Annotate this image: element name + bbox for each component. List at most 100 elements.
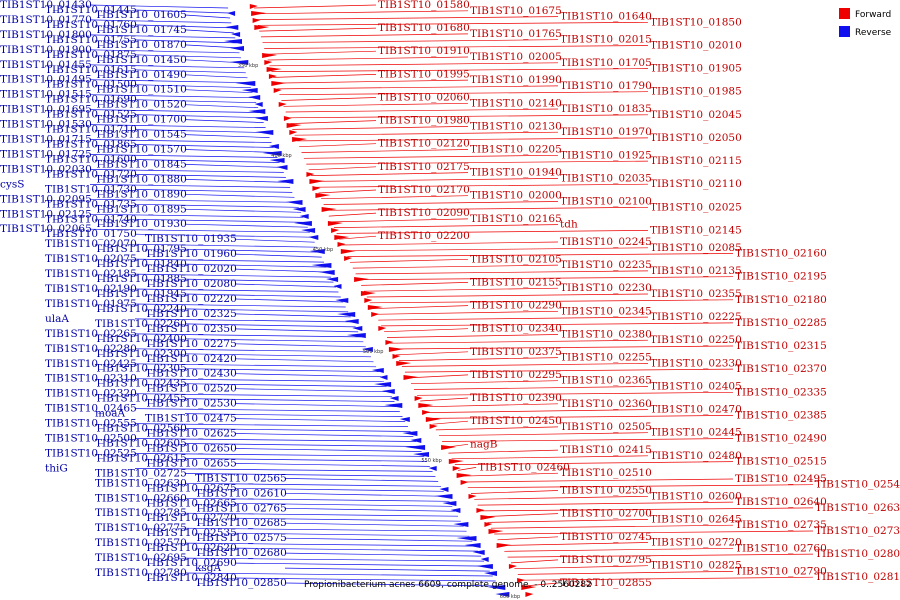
forward-gene-label[interactable]: TIB1ST10_02225 [650, 311, 742, 323]
reverse-gene-label[interactable]: TIB1ST10_02575 [195, 532, 287, 544]
reverse-gene-label[interactable]: moaA [95, 408, 126, 420]
forward-gene-label[interactable]: TIB1ST10_02445 [650, 427, 742, 439]
forward-gene-label[interactable]: TIB1ST10_01675 [470, 5, 562, 17]
reverse-gene-label[interactable]: TIB1ST10_02300 [95, 348, 187, 360]
reverse-gene-label[interactable]: TIB1ST10_02220 [145, 293, 237, 305]
reverse-gene-label[interactable]: TIB1ST10_02665 [145, 497, 237, 509]
forward-gene-label[interactable]: TIB1ST10_02855 [560, 577, 652, 589]
forward-gene-label[interactable]: TIB1ST10_02160 [735, 248, 827, 260]
forward-gene-label[interactable]: TIB1ST10_01970 [560, 126, 652, 138]
reverse-gene-label[interactable]: TIB1ST10_02535 [145, 527, 237, 539]
reverse-gene-label[interactable]: TIB1ST10_01770 [0, 14, 92, 26]
reverse-gene-label[interactable]: TIB1ST10_01875 [45, 49, 137, 61]
reverse-gene-label[interactable]: TIB1ST10_02420 [145, 353, 237, 365]
reverse-gene-label[interactable]: TIB1ST10_01795 [95, 243, 187, 255]
forward-gene-label[interactable]: TIB1ST10_02175 [378, 161, 470, 173]
reverse-gene-label[interactable]: TIB1ST10_01700 [95, 114, 187, 126]
reverse-gene-label[interactable]: TIB1ST10_01735 [45, 198, 137, 210]
forward-gene-label[interactable]: TIB1ST10_02250 [650, 334, 742, 346]
forward-gene-label[interactable]: TIB1ST10_01990 [470, 74, 562, 86]
forward-gene-label[interactable]: TIB1ST10_02355 [650, 288, 742, 300]
forward-gene-label[interactable]: TIB1ST10_01640 [560, 11, 652, 23]
forward-gene-label[interactable]: TIB1ST10_02490 [735, 433, 827, 445]
forward-gene-label[interactable]: TIB1ST10_02290 [470, 300, 562, 312]
forward-gene-label[interactable]: TIB1ST10_02140 [470, 97, 562, 109]
forward-gene-label[interactable]: TIB1ST10_02155 [470, 276, 562, 288]
reverse-gene-label[interactable]: TIB1ST10_02650 [145, 443, 237, 455]
reverse-gene-label[interactable]: ulaA [45, 313, 69, 325]
reverse-gene-label[interactable]: TIB1ST10_01615 [45, 64, 137, 76]
reverse-gene-label[interactable]: TIB1ST10_01445 [45, 4, 137, 16]
forward-gene-label[interactable]: TIB1ST10_01850 [650, 16, 742, 28]
forward-gene-label[interactable]: TIB1ST10_02315 [735, 340, 827, 352]
reverse-gene-label[interactable]: TIB1ST10_01960 [145, 248, 237, 260]
forward-gene-label[interactable]: TIB1ST10_02600 [650, 490, 742, 502]
reverse-gene-label[interactable]: TIB1ST10_02125 [0, 208, 92, 220]
forward-gene-label[interactable]: TIB1ST10_02085 [650, 242, 742, 254]
reverse-gene-label[interactable]: TIB1ST10_01755 [45, 34, 137, 46]
forward-gene-label[interactable]: TIB1ST10_02640 [735, 496, 827, 508]
reverse-gene-label[interactable]: TIB1ST10_01490 [95, 69, 187, 81]
forward-gene-label[interactable]: TIB1ST10_02200 [378, 230, 470, 242]
forward-gene-label[interactable]: TIB1ST10_02000 [470, 190, 562, 202]
forward-gene-label[interactable]: TIB1ST10_02335 [735, 386, 827, 398]
forward-gene-label[interactable]: TIB1ST10_02370 [735, 363, 827, 375]
reverse-gene-label[interactable]: TIB1ST10_01895 [95, 203, 187, 215]
forward-gene-label[interactable]: TIB1ST10_02545 [815, 479, 900, 491]
forward-gene-label[interactable]: TIB1ST10_02045 [650, 109, 742, 121]
reverse-gene-label[interactable]: TIB1ST10_01870 [95, 39, 187, 51]
forward-gene-label[interactable]: TIB1ST10_01995 [378, 68, 470, 80]
reverse-gene-label[interactable]: TIB1ST10_02310 [45, 373, 137, 385]
reverse-gene-label[interactable]: TIB1ST10_02690 [145, 557, 237, 569]
reverse-gene-label[interactable]: TIB1ST10_01720 [45, 168, 137, 180]
forward-gene-label[interactable]: nagB [470, 438, 498, 450]
reverse-gene-label[interactable]: TIB1ST10_02095 [0, 193, 92, 205]
reverse-gene-label[interactable]: TIB1ST10_02275 [145, 338, 237, 350]
reverse-gene-label[interactable]: thiG [45, 462, 68, 474]
forward-gene-label[interactable]: TIB1ST10_02060 [378, 92, 470, 104]
reverse-gene-label[interactable]: TIB1ST10_02500 [45, 433, 137, 445]
reverse-gene-label[interactable]: TIB1ST10_01525 [45, 109, 137, 121]
forward-gene-label[interactable]: TIB1ST10_02025 [650, 201, 742, 213]
reverse-gene-label[interactable]: TIB1ST10_01840 [95, 258, 187, 270]
reverse-gene-label[interactable]: TIB1ST10_02675 [145, 482, 237, 494]
reverse-gene-label[interactable]: TIB1ST10_01845 [95, 158, 187, 170]
forward-gene-label[interactable]: TIB1ST10_01835 [560, 103, 652, 115]
reverse-gene-label[interactable]: TIB1ST10_01455 [0, 59, 92, 71]
reverse-gene-label[interactable]: TIB1ST10_02565 [195, 472, 287, 484]
forward-gene-label[interactable]: TIB1ST10_01905 [650, 63, 742, 75]
forward-gene-label[interactable]: TIB1ST10_01940 [470, 167, 562, 179]
forward-gene-label[interactable]: TIB1ST10_02145 [650, 224, 742, 236]
reverse-gene-label[interactable]: TIB1ST10_02070 [45, 238, 137, 250]
reverse-gene-label[interactable]: TIB1ST10_02265 [45, 328, 137, 340]
reverse-gene-label[interactable]: TIB1ST10_02770 [145, 512, 237, 524]
forward-gene-label[interactable]: TIB1ST10_02015 [560, 34, 652, 46]
reverse-gene-label[interactable]: TIB1ST10_01945 [95, 288, 187, 300]
forward-gene-label[interactable]: TIB1ST10_01985 [650, 86, 742, 98]
reverse-gene-label[interactable]: TIB1ST10_01695 [0, 104, 92, 116]
forward-gene-label[interactable]: TIB1ST10_02115 [650, 155, 742, 167]
forward-gene-label[interactable]: TIB1ST10_02005 [470, 51, 562, 63]
forward-gene-label[interactable]: TIB1ST10_02195 [735, 271, 827, 283]
forward-gene-label[interactable]: TIB1ST10_02330 [650, 357, 742, 369]
forward-gene-label[interactable]: TIB1ST10_02450 [470, 415, 562, 427]
reverse-gene-label[interactable]: TIB1ST10_02620 [145, 542, 237, 554]
forward-gene-label[interactable]: TIB1ST10_02645 [650, 513, 742, 525]
forward-gene-label[interactable]: TIB1ST10_02515 [735, 456, 827, 468]
forward-gene-label[interactable]: TIB1ST10_02390 [470, 392, 562, 404]
reverse-gene-label[interactable]: TIB1ST10_02400 [95, 333, 187, 345]
forward-gene-label[interactable]: TIB1ST10_02375 [470, 346, 562, 358]
forward-gene-label[interactable]: TIB1ST10_02205 [470, 144, 562, 156]
forward-gene-label[interactable]: TIB1ST10_02745 [560, 531, 652, 543]
reverse-gene-label[interactable]: TIB1ST10_02605 [95, 438, 187, 450]
forward-gene-label[interactable]: TIB1ST10_02505 [560, 421, 652, 433]
forward-gene-label[interactable]: TIB1ST10_02790 [735, 565, 827, 577]
reverse-gene-label[interactable]: TIB1ST10_02610 [195, 487, 287, 499]
forward-gene-label[interactable]: TIB1ST10_01910 [378, 45, 470, 57]
reverse-gene-label[interactable]: TIB1ST10_01430 [0, 0, 92, 11]
reverse-gene-label[interactable]: TIB1ST10_02465 [45, 403, 137, 415]
forward-gene-label[interactable]: TIB1ST10_02460 [478, 461, 570, 473]
reverse-gene-label[interactable]: TIB1ST10_02190 [45, 283, 137, 295]
reverse-gene-label[interactable]: TIB1ST10_01885 [95, 273, 187, 285]
reverse-gene-label[interactable]: ksgA [195, 562, 221, 574]
